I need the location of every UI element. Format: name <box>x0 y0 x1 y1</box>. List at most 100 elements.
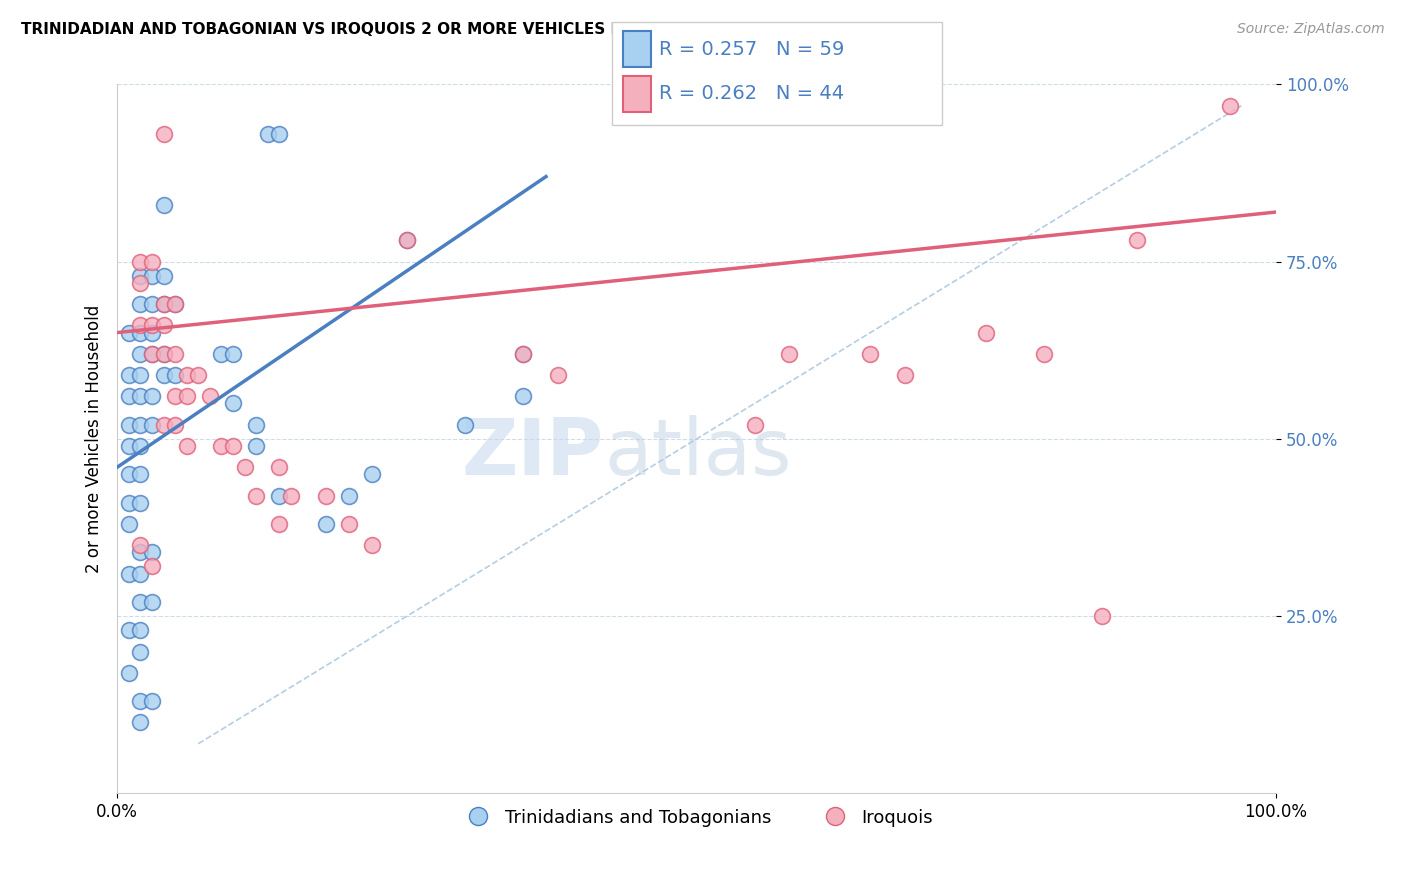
Point <box>118 516 141 531</box>
Point <box>1091 609 1114 624</box>
Point <box>129 318 152 333</box>
Point <box>129 545 152 559</box>
Point <box>337 489 360 503</box>
Point <box>859 347 882 361</box>
Point <box>222 396 245 410</box>
Point <box>141 694 163 708</box>
Point <box>129 439 152 453</box>
Point <box>118 624 141 638</box>
Point <box>129 566 152 581</box>
Point <box>129 624 152 638</box>
Point <box>547 368 569 383</box>
Point <box>269 127 291 141</box>
Point <box>129 297 152 311</box>
Point <box>129 496 152 510</box>
Point <box>152 297 174 311</box>
Point <box>245 489 267 503</box>
Point <box>118 326 141 340</box>
Point <box>211 347 233 361</box>
Point <box>118 368 141 383</box>
Point <box>129 326 152 340</box>
Point <box>152 347 174 361</box>
Point <box>187 368 209 383</box>
Point <box>337 516 360 531</box>
Point <box>233 460 256 475</box>
Point <box>152 417 174 432</box>
Point <box>165 389 187 403</box>
Point <box>118 467 141 482</box>
Point <box>165 368 187 383</box>
Point <box>1126 234 1149 248</box>
Point <box>315 516 337 531</box>
Point <box>152 318 174 333</box>
Point <box>152 127 174 141</box>
Point <box>129 368 152 383</box>
Point <box>1033 347 1056 361</box>
Point <box>129 347 152 361</box>
Point <box>176 389 198 403</box>
Point <box>129 467 152 482</box>
Legend: Trinidadians and Tobagonians, Iroquois: Trinidadians and Tobagonians, Iroquois <box>453 802 941 834</box>
Point <box>152 297 174 311</box>
Point <box>395 234 418 248</box>
Point <box>118 439 141 453</box>
Point <box>118 389 141 403</box>
Point <box>211 439 233 453</box>
Point <box>165 297 187 311</box>
Point <box>395 234 418 248</box>
Point <box>129 276 152 290</box>
Point <box>141 559 163 574</box>
Point <box>165 297 187 311</box>
Point <box>141 347 163 361</box>
Point <box>141 595 163 609</box>
Point <box>257 127 280 141</box>
Point <box>176 368 198 383</box>
Point <box>512 347 534 361</box>
Point <box>269 489 291 503</box>
Point <box>129 644 152 658</box>
Point <box>152 268 174 283</box>
Point <box>1219 99 1241 113</box>
Point <box>165 347 187 361</box>
Point <box>129 595 152 609</box>
Point <box>222 347 245 361</box>
Text: atlas: atlas <box>605 415 792 491</box>
Point <box>744 417 766 432</box>
Text: Source: ZipAtlas.com: Source: ZipAtlas.com <box>1237 22 1385 37</box>
Point <box>198 389 221 403</box>
Point <box>778 347 800 361</box>
Point <box>118 566 141 581</box>
Point <box>141 254 163 268</box>
Text: TRINIDADIAN AND TOBAGONIAN VS IROQUOIS 2 OR MORE VEHICLES IN HOUSEHOLD CORRELATI: TRINIDADIAN AND TOBAGONIAN VS IROQUOIS 2… <box>21 22 929 37</box>
Point <box>129 417 152 432</box>
Point <box>118 496 141 510</box>
Point <box>245 417 267 432</box>
Point <box>976 326 998 340</box>
Point <box>361 467 384 482</box>
Point <box>315 489 337 503</box>
Point <box>141 326 163 340</box>
Point <box>894 368 917 383</box>
Text: R = 0.257   N = 59: R = 0.257 N = 59 <box>659 39 845 59</box>
Point <box>118 665 141 680</box>
Point <box>129 715 152 730</box>
Point <box>152 368 174 383</box>
Point <box>129 538 152 552</box>
Point <box>245 439 267 453</box>
Point <box>269 516 291 531</box>
Point <box>141 318 163 333</box>
Point <box>129 694 152 708</box>
Point <box>141 347 163 361</box>
Point <box>141 297 163 311</box>
Y-axis label: 2 or more Vehicles in Household: 2 or more Vehicles in Household <box>86 305 103 573</box>
Point <box>152 347 174 361</box>
Point <box>176 439 198 453</box>
Point <box>165 417 187 432</box>
Point <box>141 389 163 403</box>
Point <box>141 417 163 432</box>
Point <box>454 417 477 432</box>
Point <box>141 268 163 283</box>
Point <box>152 198 174 212</box>
Text: ZIP: ZIP <box>461 415 605 491</box>
Point <box>269 460 291 475</box>
